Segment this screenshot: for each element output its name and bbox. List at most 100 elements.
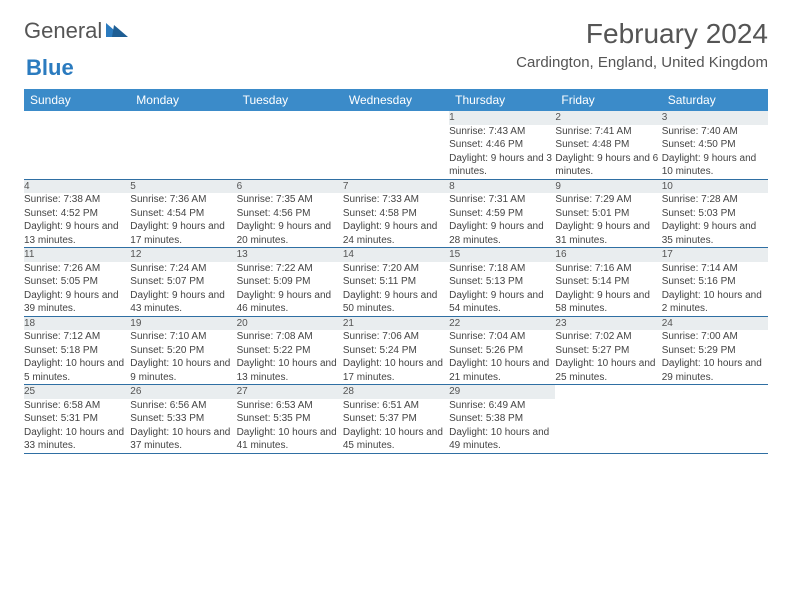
day-header: Friday	[555, 89, 661, 111]
day-info-cell: Sunrise: 7:28 AMSunset: 5:03 PMDaylight:…	[662, 193, 768, 248]
day-info-cell: Sunrise: 7:04 AMSunset: 5:26 PMDaylight:…	[449, 330, 555, 385]
day-info-cell: Sunrise: 6:49 AMSunset: 5:38 PMDaylight:…	[449, 399, 555, 454]
day-number-cell: 4	[24, 179, 130, 193]
sunrise-text: Sunrise: 7:28 AM	[662, 193, 768, 207]
day-number-cell: 28	[343, 385, 449, 399]
daylight-text: Daylight: 9 hours and 6 minutes.	[555, 152, 661, 179]
day-header: Saturday	[662, 89, 768, 111]
day-info-cell: Sunrise: 7:22 AMSunset: 5:09 PMDaylight:…	[237, 262, 343, 317]
day-number-cell: 15	[449, 248, 555, 262]
day-header: Monday	[130, 89, 236, 111]
sunrise-text: Sunrise: 7:04 AM	[449, 330, 555, 344]
daylight-text: Daylight: 10 hours and 29 minutes.	[662, 357, 768, 384]
day-info-cell: Sunrise: 7:08 AMSunset: 5:22 PMDaylight:…	[237, 330, 343, 385]
daylight-text: Daylight: 10 hours and 49 minutes.	[449, 426, 555, 453]
sunrise-text: Sunrise: 7:06 AM	[343, 330, 449, 344]
day-number-cell: 22	[449, 316, 555, 330]
sunrise-text: Sunrise: 7:40 AM	[662, 125, 768, 139]
sunset-text: Sunset: 5:29 PM	[662, 344, 768, 358]
day-info-cell: Sunrise: 7:18 AMSunset: 5:13 PMDaylight:…	[449, 262, 555, 317]
day-info-cell: Sunrise: 7:33 AMSunset: 4:58 PMDaylight:…	[343, 193, 449, 248]
day-number-cell: 16	[555, 248, 661, 262]
day-info-row: Sunrise: 7:43 AMSunset: 4:46 PMDaylight:…	[24, 125, 768, 180]
day-number-cell: 1	[449, 111, 555, 125]
day-number-cell	[662, 385, 768, 399]
daylight-text: Daylight: 10 hours and 2 minutes.	[662, 289, 768, 316]
sunrise-text: Sunrise: 7:38 AM	[24, 193, 130, 207]
day-number-cell: 20	[237, 316, 343, 330]
sunset-text: Sunset: 4:46 PM	[449, 138, 555, 152]
day-number-cell: 7	[343, 179, 449, 193]
day-info-cell: Sunrise: 7:00 AMSunset: 5:29 PMDaylight:…	[662, 330, 768, 385]
sunset-text: Sunset: 5:05 PM	[24, 275, 130, 289]
day-number-cell: 11	[24, 248, 130, 262]
day-info-cell: Sunrise: 7:26 AMSunset: 5:05 PMDaylight:…	[24, 262, 130, 317]
sunrise-text: Sunrise: 6:51 AM	[343, 399, 449, 413]
day-info-cell: Sunrise: 6:51 AMSunset: 5:37 PMDaylight:…	[343, 399, 449, 454]
sunrise-text: Sunrise: 7:20 AM	[343, 262, 449, 276]
sunset-text: Sunset: 5:16 PM	[662, 275, 768, 289]
day-number-row: 2526272829	[24, 385, 768, 399]
day-info-cell	[343, 125, 449, 180]
day-number-cell	[130, 111, 236, 125]
daylight-text: Daylight: 9 hours and 28 minutes.	[449, 220, 555, 247]
month-title: February 2024	[516, 18, 768, 50]
day-number-cell	[24, 111, 130, 125]
sunset-text: Sunset: 5:14 PM	[555, 275, 661, 289]
day-info-cell: Sunrise: 6:58 AMSunset: 5:31 PMDaylight:…	[24, 399, 130, 454]
day-header: Wednesday	[343, 89, 449, 111]
sunrise-text: Sunrise: 7:35 AM	[237, 193, 343, 207]
day-info-cell: Sunrise: 6:53 AMSunset: 5:35 PMDaylight:…	[237, 399, 343, 454]
daylight-text: Daylight: 10 hours and 37 minutes.	[130, 426, 236, 453]
day-number-cell: 14	[343, 248, 449, 262]
sunset-text: Sunset: 5:09 PM	[237, 275, 343, 289]
sunrise-text: Sunrise: 7:16 AM	[555, 262, 661, 276]
sunrise-text: Sunrise: 7:14 AM	[662, 262, 768, 276]
sunset-text: Sunset: 5:18 PM	[24, 344, 130, 358]
daylight-text: Daylight: 10 hours and 13 minutes.	[237, 357, 343, 384]
sunrise-text: Sunrise: 6:58 AM	[24, 399, 130, 413]
day-number-row: 18192021222324	[24, 316, 768, 330]
day-number-cell: 9	[555, 179, 661, 193]
day-header: Sunday	[24, 89, 130, 111]
day-number-cell: 27	[237, 385, 343, 399]
day-number-cell	[237, 111, 343, 125]
day-info-cell: Sunrise: 7:31 AMSunset: 4:59 PMDaylight:…	[449, 193, 555, 248]
day-number-cell: 8	[449, 179, 555, 193]
daylight-text: Daylight: 10 hours and 45 minutes.	[343, 426, 449, 453]
day-header: Tuesday	[237, 89, 343, 111]
day-info-cell	[24, 125, 130, 180]
daylight-text: Daylight: 9 hours and 35 minutes.	[662, 220, 768, 247]
sunrise-text: Sunrise: 7:33 AM	[343, 193, 449, 207]
daylight-text: Daylight: 9 hours and 31 minutes.	[555, 220, 661, 247]
sunset-text: Sunset: 5:13 PM	[449, 275, 555, 289]
logo-text-blue: Blue	[26, 55, 74, 81]
sunrise-text: Sunrise: 7:24 AM	[130, 262, 236, 276]
daylight-text: Daylight: 9 hours and 3 minutes.	[449, 152, 555, 179]
day-info-cell: Sunrise: 7:24 AMSunset: 5:07 PMDaylight:…	[130, 262, 236, 317]
day-number-cell	[343, 111, 449, 125]
day-number-cell: 29	[449, 385, 555, 399]
day-info-cell	[555, 399, 661, 454]
sunset-text: Sunset: 5:01 PM	[555, 207, 661, 221]
logo: General	[24, 18, 130, 44]
sunset-text: Sunset: 4:59 PM	[449, 207, 555, 221]
day-info-row: Sunrise: 7:26 AMSunset: 5:05 PMDaylight:…	[24, 262, 768, 317]
day-info-cell	[662, 399, 768, 454]
daylight-text: Daylight: 9 hours and 46 minutes.	[237, 289, 343, 316]
day-number-row: 123	[24, 111, 768, 125]
day-info-cell: Sunrise: 7:43 AMSunset: 4:46 PMDaylight:…	[449, 125, 555, 180]
sunset-text: Sunset: 5:03 PM	[662, 207, 768, 221]
sunset-text: Sunset: 4:56 PM	[237, 207, 343, 221]
day-header: Thursday	[449, 89, 555, 111]
daylight-text: Daylight: 9 hours and 24 minutes.	[343, 220, 449, 247]
daylight-text: Daylight: 10 hours and 5 minutes.	[24, 357, 130, 384]
sunset-text: Sunset: 5:22 PM	[237, 344, 343, 358]
sunset-text: Sunset: 4:58 PM	[343, 207, 449, 221]
daylight-text: Daylight: 9 hours and 43 minutes.	[130, 289, 236, 316]
day-number-row: 45678910	[24, 179, 768, 193]
day-info-row: Sunrise: 6:58 AMSunset: 5:31 PMDaylight:…	[24, 399, 768, 454]
sunset-text: Sunset: 5:31 PM	[24, 412, 130, 426]
sunrise-text: Sunrise: 6:49 AM	[449, 399, 555, 413]
day-info-row: Sunrise: 7:38 AMSunset: 4:52 PMDaylight:…	[24, 193, 768, 248]
